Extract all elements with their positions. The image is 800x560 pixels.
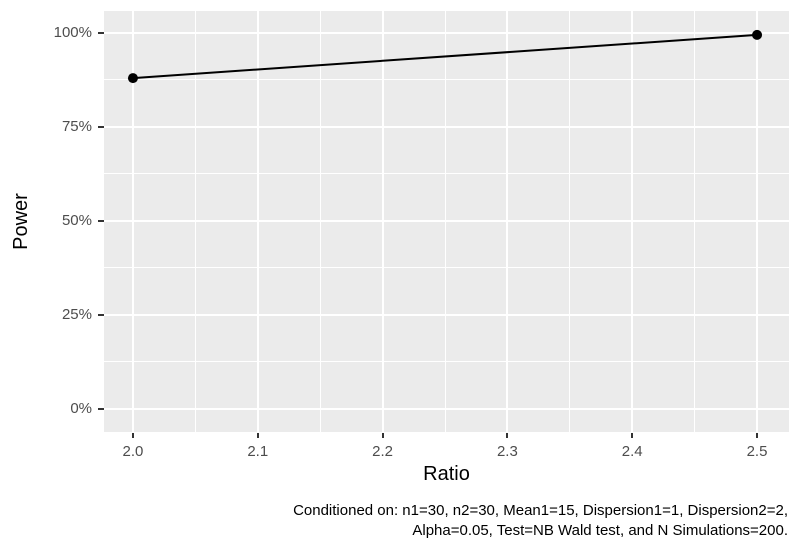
major-gridline-y: [104, 313, 789, 316]
caption-line-2: Alpha=0.05, Test=NB Wald test, and N Sim…: [412, 522, 788, 539]
x-tick-mark: [506, 433, 509, 438]
major-gridline-y: [104, 407, 789, 410]
major-gridline-y: [104, 219, 789, 222]
x-tick-mark: [631, 433, 634, 438]
data-point: [752, 29, 763, 40]
x-tick-mark: [756, 433, 759, 438]
y-tick-label: 50%: [61, 211, 92, 229]
y-tick-mark: [98, 407, 104, 410]
minor-gridline-y: [104, 267, 789, 269]
y-tick-mark: [98, 31, 104, 34]
x-tick-mark: [381, 433, 384, 438]
caption-line-1: Conditioned on: n1=30, n2=30, Mean1=15, …: [293, 502, 788, 519]
x-tick-label: 2.0: [122, 443, 144, 460]
plot-panel: [104, 11, 789, 432]
y-tick-label: 0%: [70, 399, 92, 417]
x-axis-title-label: Ratio: [423, 463, 470, 485]
x-tick-label: 2.1: [247, 443, 269, 460]
y-tick-mark: [98, 125, 104, 128]
y-tick-label: 100%: [53, 23, 92, 41]
minor-gridline-y: [104, 173, 789, 175]
x-axis-title: Ratio: [104, 463, 789, 486]
y-tick-label: 25%: [61, 305, 92, 323]
x-tick-label: 2.4: [621, 443, 643, 460]
caption: Conditioned on: n1=30, n2=30, Mean1=15, …: [293, 501, 788, 541]
minor-gridline-y: [104, 361, 789, 363]
x-tick-label: 2.5: [746, 443, 768, 460]
x-tick-label: 2.2: [372, 443, 393, 460]
x-tick-mark: [256, 433, 259, 438]
minor-gridline-y: [104, 79, 789, 81]
major-gridline-y: [104, 125, 789, 128]
series-line: [132, 33, 758, 80]
y-tick-mark: [98, 313, 104, 316]
major-gridline-y: [104, 31, 789, 34]
y-tick-mark: [98, 219, 104, 222]
power-curve-layer: [127, 29, 763, 84]
y-tick-label: 75%: [61, 117, 92, 135]
data-point: [127, 73, 138, 84]
x-tick-label: 2.3: [496, 443, 518, 460]
x-tick-mark: [131, 433, 134, 438]
